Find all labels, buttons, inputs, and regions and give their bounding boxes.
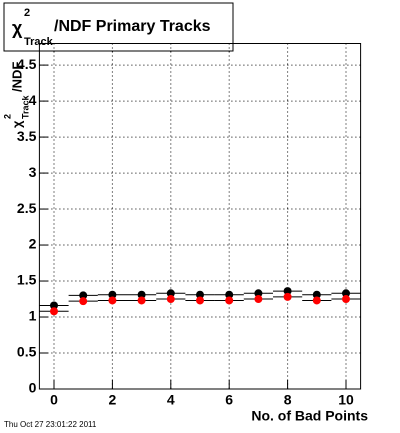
- y-tick-label: 2: [29, 236, 37, 252]
- point: [137, 296, 146, 305]
- x-tick-label: 10: [338, 392, 354, 408]
- y-tick-label: 4: [29, 92, 37, 108]
- point: [283, 292, 292, 301]
- point: [283, 287, 292, 296]
- point: [196, 290, 204, 299]
- y-tick-label: 0.5: [17, 344, 37, 360]
- y-tick-label: 1: [29, 308, 37, 324]
- title-sup: 2: [24, 7, 30, 19]
- point: [166, 295, 175, 304]
- y-label: χ 2 Track /NDF: [2, 62, 30, 128]
- y-tick-label: 1.5: [17, 272, 37, 288]
- x-tick-label: 2: [109, 392, 117, 408]
- point: [254, 289, 263, 298]
- x-tick-label: 6: [225, 392, 233, 408]
- y-tick-label: 2.5: [17, 200, 37, 216]
- y-tick-label: 3: [29, 164, 37, 180]
- title-text: /NDF Primary Tracks: [54, 18, 211, 35]
- point: [312, 290, 321, 299]
- point: [225, 296, 234, 305]
- x-tick-label: 8: [284, 392, 292, 408]
- y-label-sub: Track: [20, 94, 30, 119]
- y-tick-label: 0: [29, 380, 37, 396]
- point: [50, 301, 58, 310]
- plot-frame: [38, 43, 362, 390]
- y-label-sup: 2: [2, 114, 12, 119]
- point: [196, 296, 204, 305]
- point: [254, 295, 263, 304]
- x-label: No. of Bad Points: [251, 408, 368, 424]
- y-tick-label: 3.5: [17, 128, 37, 144]
- point: [108, 290, 117, 299]
- timestamp: Thu Oct 27 23:01:22 2011: [4, 420, 97, 429]
- y-label-symbol: χ: [9, 120, 24, 128]
- point: [166, 289, 175, 298]
- point: [79, 297, 88, 306]
- y-tick-label: 4.5: [17, 56, 37, 72]
- point: [50, 307, 58, 316]
- title-sub: Track: [24, 36, 54, 48]
- point: [108, 296, 117, 305]
- y-label-text: /NDF: [9, 62, 24, 92]
- title-symbol: χ: [12, 18, 23, 38]
- point: [342, 295, 350, 304]
- point: [342, 289, 350, 298]
- point: [79, 291, 88, 300]
- x-tick-label: 4: [167, 392, 175, 408]
- point: [225, 290, 234, 299]
- point: [137, 290, 146, 299]
- point: [312, 296, 321, 305]
- x-tick-label: 0: [50, 392, 58, 408]
